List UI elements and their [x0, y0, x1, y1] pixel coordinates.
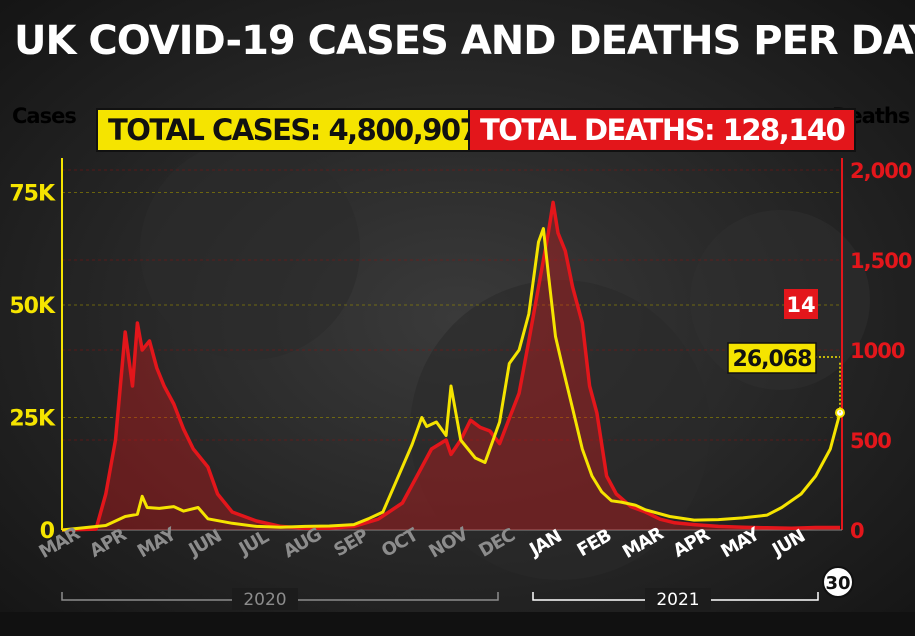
left-tick-label: 0: [40, 519, 55, 544]
right-tick-label: 0: [850, 519, 864, 543]
month-label: JAN: [524, 526, 565, 562]
right-tick-label: 1,500: [850, 249, 912, 273]
deaths-line: [61, 200, 840, 532]
cases-line: [61, 227, 842, 532]
year-label: 2021: [656, 590, 699, 610]
bottom-bar: [0, 612, 915, 636]
end-date-circle: [822, 566, 854, 598]
month-label: FEB: [574, 525, 615, 561]
deaths-area: [62, 202, 840, 530]
month-label: JUN: [184, 526, 225, 562]
deaths-callout-text: 14: [786, 293, 815, 317]
year-label-bg: [232, 588, 298, 610]
left-tick-label: 75K: [9, 182, 56, 207]
left-tick-label: 50K: [9, 294, 56, 319]
month-label: JUL: [234, 526, 272, 560]
chart-title: UK COVID-19 CASES AND DEATHS PER DAY: [14, 18, 915, 64]
right-tick-label: 500: [850, 429, 891, 453]
total-deaths-box: TOTAL DEATHS: 128,140: [468, 108, 857, 152]
left-axis-label: Cases: [12, 104, 77, 128]
year-label-bg: [645, 588, 711, 610]
left-tick-label: 25K: [9, 407, 56, 432]
end-date-label: 30: [825, 573, 850, 594]
year-label: 2020: [243, 590, 286, 610]
deaths-callout-box: [784, 289, 818, 319]
right-tick-label: 1000: [850, 339, 905, 363]
month-label: JUN: [767, 526, 808, 562]
right-tick-label: 2,000: [850, 159, 912, 183]
cases-callout-text: 26,068: [733, 347, 812, 372]
cases-callout-box: [727, 342, 817, 374]
total-cases-box: TOTAL CASES: 4,800,907: [96, 108, 491, 152]
